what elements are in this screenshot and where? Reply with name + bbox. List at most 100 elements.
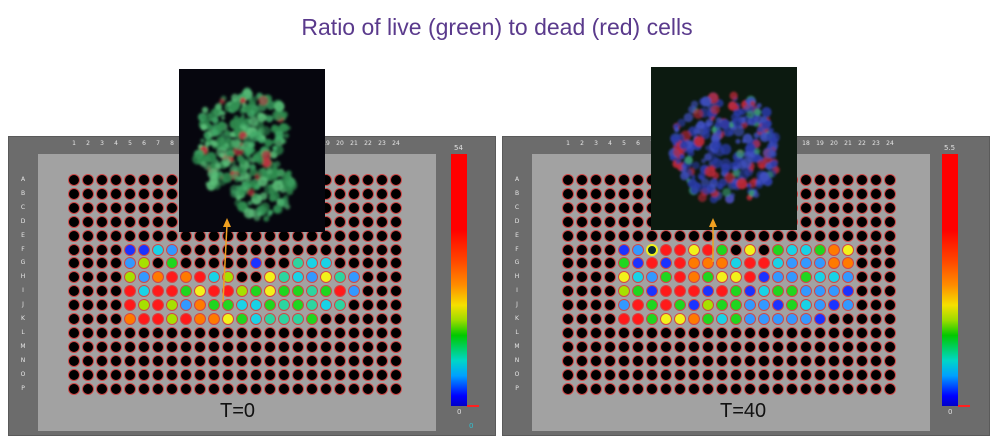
well-K22[interactable] bbox=[856, 313, 868, 325]
well-C1[interactable] bbox=[562, 201, 574, 214]
well-M12[interactable] bbox=[716, 340, 728, 353]
well-P23[interactable] bbox=[870, 382, 882, 395]
well-M9[interactable] bbox=[180, 340, 192, 353]
well-B6[interactable] bbox=[632, 187, 644, 200]
well-P4[interactable] bbox=[604, 382, 616, 395]
well-I14[interactable] bbox=[250, 285, 262, 298]
well-B19[interactable] bbox=[814, 187, 826, 200]
well-N21[interactable] bbox=[348, 354, 360, 367]
well-O2[interactable] bbox=[576, 368, 588, 381]
well-C4[interactable] bbox=[604, 201, 616, 214]
well-E24[interactable] bbox=[884, 229, 896, 242]
well-N15[interactable] bbox=[758, 354, 770, 367]
well-O18[interactable] bbox=[306, 368, 318, 381]
well-E2[interactable] bbox=[82, 229, 94, 242]
well-J2[interactable] bbox=[82, 299, 94, 312]
well-N12[interactable] bbox=[222, 354, 234, 367]
well-P21[interactable] bbox=[348, 382, 360, 395]
well-D2[interactable] bbox=[82, 215, 94, 228]
well-A21[interactable] bbox=[842, 174, 854, 186]
well-C4[interactable] bbox=[110, 201, 122, 214]
well-A2[interactable] bbox=[82, 174, 94, 186]
well-G18[interactable] bbox=[800, 257, 812, 270]
well-K14[interactable] bbox=[744, 313, 756, 325]
well-P15[interactable] bbox=[758, 382, 770, 395]
well-O18[interactable] bbox=[800, 368, 812, 381]
well-C1[interactable] bbox=[68, 201, 80, 214]
well-M15[interactable] bbox=[758, 340, 770, 353]
well-C21[interactable] bbox=[348, 201, 360, 214]
well-O17[interactable] bbox=[786, 368, 798, 381]
well-O19[interactable] bbox=[320, 368, 332, 381]
well-D23[interactable] bbox=[870, 215, 882, 228]
well-E7[interactable] bbox=[646, 229, 658, 242]
well-E4[interactable] bbox=[604, 229, 616, 242]
well-L7[interactable] bbox=[646, 326, 658, 339]
well-E5[interactable] bbox=[124, 229, 136, 242]
well-L6[interactable] bbox=[632, 326, 644, 339]
well-B3[interactable] bbox=[590, 187, 602, 200]
well-N3[interactable] bbox=[590, 354, 602, 367]
well-E18[interactable] bbox=[800, 229, 812, 242]
well-E5[interactable] bbox=[618, 229, 630, 242]
well-K18[interactable] bbox=[800, 313, 812, 325]
well-H7[interactable] bbox=[646, 271, 658, 284]
well-G4[interactable] bbox=[110, 257, 122, 270]
well-H1[interactable] bbox=[68, 271, 80, 284]
well-I17[interactable] bbox=[786, 285, 798, 298]
well-C5[interactable] bbox=[124, 201, 136, 214]
well-G10[interactable] bbox=[688, 257, 700, 270]
well-I3[interactable] bbox=[96, 285, 108, 298]
well-J1[interactable] bbox=[68, 299, 80, 312]
well-J24[interactable] bbox=[884, 299, 896, 312]
well-F5[interactable] bbox=[618, 243, 630, 256]
well-P11[interactable] bbox=[702, 382, 714, 395]
well-C22[interactable] bbox=[362, 201, 374, 214]
well-I17[interactable] bbox=[292, 285, 304, 298]
well-H8[interactable] bbox=[166, 271, 178, 284]
well-I16[interactable] bbox=[772, 285, 784, 298]
well-O15[interactable] bbox=[264, 368, 276, 381]
well-E14[interactable] bbox=[744, 229, 756, 242]
well-G8[interactable] bbox=[660, 257, 672, 270]
well-F7[interactable] bbox=[152, 243, 164, 256]
well-N9[interactable] bbox=[180, 354, 192, 367]
well-P7[interactable] bbox=[152, 382, 164, 395]
well-J4[interactable] bbox=[110, 299, 122, 312]
well-F9[interactable] bbox=[180, 243, 192, 256]
well-N13[interactable] bbox=[730, 354, 742, 367]
well-P1[interactable] bbox=[562, 382, 574, 395]
well-H22[interactable] bbox=[362, 271, 374, 284]
well-H3[interactable] bbox=[96, 271, 108, 284]
well-K20[interactable] bbox=[828, 313, 840, 325]
well-N8[interactable] bbox=[166, 354, 178, 367]
well-E21[interactable] bbox=[348, 229, 360, 242]
well-N3[interactable] bbox=[96, 354, 108, 367]
well-B5[interactable] bbox=[618, 187, 630, 200]
well-A22[interactable] bbox=[362, 174, 374, 186]
well-G6[interactable] bbox=[138, 257, 150, 270]
well-J6[interactable] bbox=[138, 299, 150, 312]
well-N6[interactable] bbox=[632, 354, 644, 367]
well-I21[interactable] bbox=[842, 285, 854, 298]
well-J1[interactable] bbox=[562, 299, 574, 312]
well-N14[interactable] bbox=[250, 354, 262, 367]
well-J8[interactable] bbox=[660, 299, 672, 312]
well-N11[interactable] bbox=[208, 354, 220, 367]
well-P4[interactable] bbox=[110, 382, 122, 395]
well-I8[interactable] bbox=[660, 285, 672, 298]
well-I11[interactable] bbox=[702, 285, 714, 298]
well-P22[interactable] bbox=[856, 382, 868, 395]
well-K24[interactable] bbox=[884, 313, 896, 325]
well-H20[interactable] bbox=[828, 271, 840, 284]
well-F1[interactable] bbox=[68, 243, 80, 256]
well-N2[interactable] bbox=[82, 354, 94, 367]
well-K2[interactable] bbox=[576, 313, 588, 325]
well-J17[interactable] bbox=[786, 299, 798, 312]
well-G21[interactable] bbox=[842, 257, 854, 270]
well-K12[interactable] bbox=[222, 313, 234, 325]
well-O23[interactable] bbox=[376, 368, 388, 381]
well-E3[interactable] bbox=[96, 229, 108, 242]
well-F20[interactable] bbox=[334, 243, 346, 256]
well-P5[interactable] bbox=[124, 382, 136, 395]
